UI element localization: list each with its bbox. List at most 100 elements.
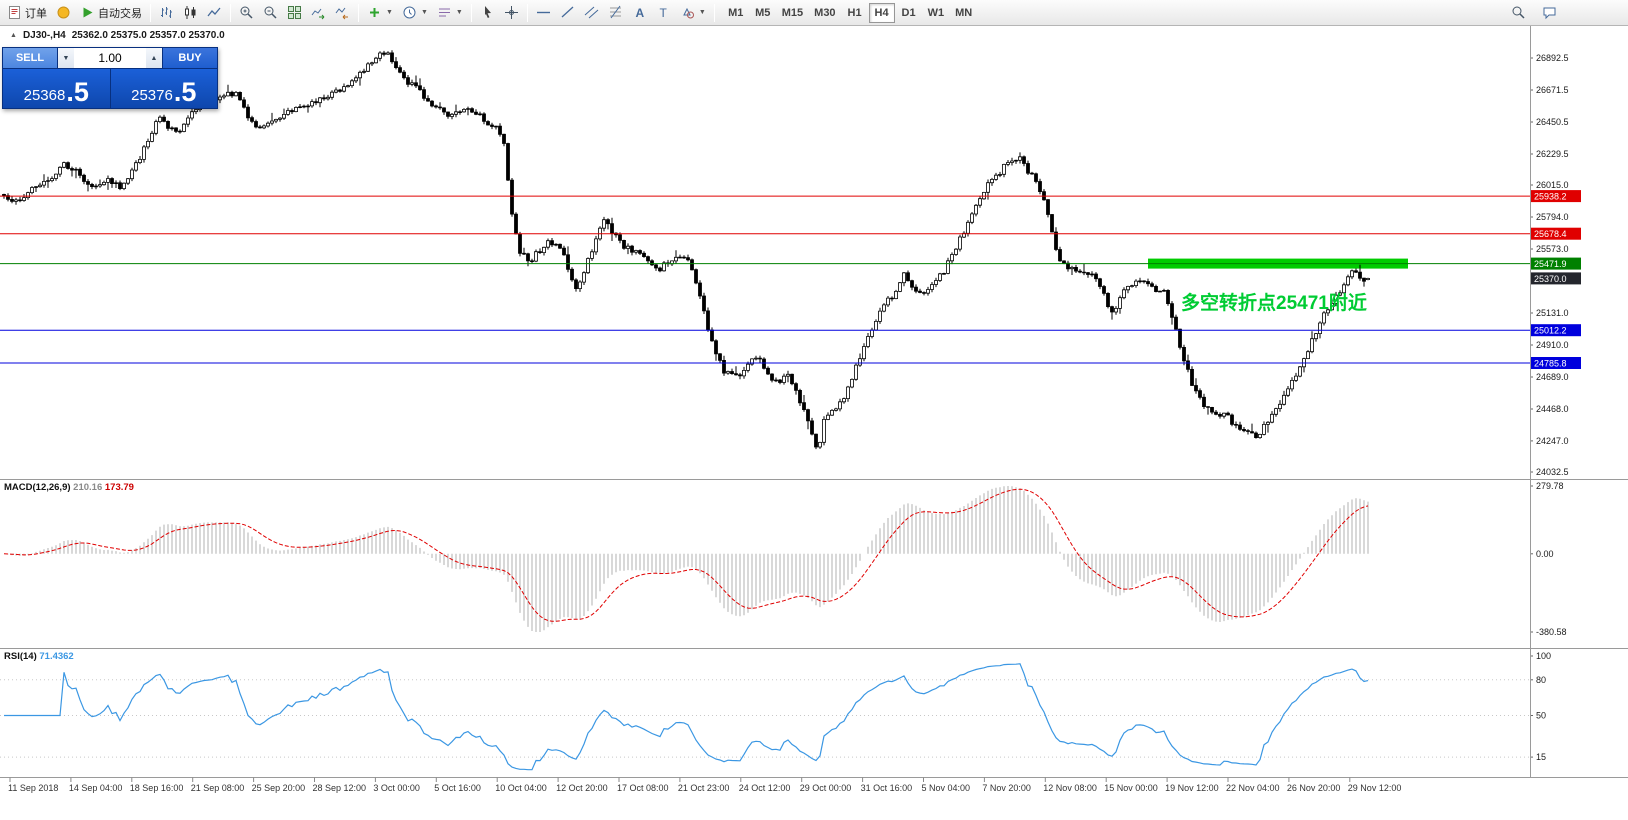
fibonacci-tool-button[interactable]	[604, 2, 627, 24]
timeframe-H4[interactable]: H4	[868, 2, 895, 23]
time-axis-label: 10 Oct 04:00	[495, 783, 547, 793]
text-tool-button[interactable]: A	[628, 2, 651, 24]
channel-tool-button[interactable]	[580, 2, 603, 24]
toolbar-separator	[150, 3, 151, 22]
timeframe-M15[interactable]: M15	[777, 3, 808, 23]
time-axis-label: 12 Oct 20:00	[556, 783, 608, 793]
line-chart-button[interactable]	[203, 2, 226, 24]
cursor-button[interactable]	[476, 2, 499, 24]
tile-windows-icon	[288, 6, 301, 19]
price-badge-label: 24785.8	[1534, 359, 1567, 369]
time-axis-label: 28 Sep 12:00	[313, 783, 367, 793]
auto-scroll-icon	[311, 8, 325, 20]
buy-button[interactable]: BUY	[162, 48, 217, 68]
price-level-badge	[1531, 357, 1581, 369]
periods-button[interactable]: ▼	[398, 2, 432, 24]
shapes-icon	[683, 7, 694, 19]
time-axis-label: 14 Sep 04:00	[69, 783, 123, 793]
trendline-tool-button[interactable]	[556, 2, 579, 24]
rsi-header: RSI(14) 71.4362	[4, 651, 74, 662]
time-axis-label: 21 Oct 23:00	[678, 783, 730, 793]
price-tick-label: 24247.0	[1536, 436, 1569, 446]
time-axis-label: 24 Oct 12:00	[739, 783, 791, 793]
search-button[interactable]	[1507, 2, 1530, 24]
indicators-button[interactable]: ▼	[363, 2, 397, 24]
shapes-dropdown-caret: ▼	[698, 9, 706, 16]
templates-icon	[438, 8, 450, 17]
chart-annotations[interactable]: 多空转折点25471附近	[1181, 291, 1367, 314]
label-tool-button[interactable]: T	[652, 2, 675, 24]
volume-input[interactable]	[74, 48, 146, 68]
chat-bubble-icon	[1543, 7, 1556, 20]
label-tool-icon: T	[659, 6, 667, 20]
timeframe-MN[interactable]: MN	[950, 3, 977, 23]
price-tick-label: 24689.0	[1536, 372, 1569, 382]
macd-panel	[3, 486, 1369, 632]
candlestick-chart-button[interactable]	[179, 2, 202, 24]
new-order-icon	[9, 6, 20, 19]
annotation-text[interactable]: 多空转折点25471附近	[1181, 291, 1367, 314]
horizontal-line-icon	[536, 11, 550, 14]
timeframe-W1[interactable]: W1	[923, 3, 950, 23]
chart-shift-button[interactable]	[331, 2, 354, 24]
mql-community-button[interactable]	[52, 2, 75, 24]
sell-button[interactable]: SELL	[3, 48, 58, 68]
price-tick-label: 26892.5	[1536, 53, 1569, 63]
price-tick-label: 26229.5	[1536, 149, 1569, 159]
candlestick-chart-icon	[185, 6, 196, 19]
bar-chart-button[interactable]	[155, 2, 178, 24]
time-axis-label: 31 Oct 16:00	[861, 783, 913, 793]
zoom-out-button[interactable]	[259, 2, 282, 24]
volume-decrease-button[interactable]: ▼	[58, 48, 74, 68]
candles-bullish	[14, 52, 1370, 448]
toolbar-separator	[470, 3, 472, 22]
chart-canvas[interactable]: 多空转折点25471附近 26892.5 26671.5 26450.5 26229.5…	[0, 26, 1628, 820]
mql-community-icon	[57, 6, 70, 19]
timeframe-M1[interactable]: M1	[723, 3, 749, 23]
templates-dropdown-caret: ▼	[455, 9, 463, 16]
tile-windows-button[interactable]	[283, 2, 306, 24]
timeframe-D1[interactable]: D1	[896, 3, 922, 23]
svg-text:A: A	[635, 6, 644, 20]
horizontal-levels[interactable]	[0, 195, 1530, 364]
zoom-out-icon	[264, 6, 277, 19]
trendline-icon	[561, 6, 574, 18]
crosshair-button[interactable]	[500, 2, 523, 24]
autotrading-button[interactable]: 自动交易	[76, 2, 146, 24]
price-tick-label: 25573.0	[1536, 244, 1569, 254]
macd-histogram	[7, 486, 1369, 632]
horizontal-line-tool-button[interactable]	[532, 2, 555, 24]
time-axis-label: 5 Nov 04:00	[922, 783, 971, 793]
sell-price-display[interactable]: 25368 .5	[3, 69, 111, 108]
templates-button[interactable]: ▼	[433, 2, 467, 24]
buy-price-display[interactable]: 25376 .5	[111, 69, 218, 108]
volume-increase-button[interactable]: ▲	[146, 48, 162, 68]
svg-text:T: T	[659, 6, 667, 20]
shapes-tool-button[interactable]: ▼	[676, 2, 710, 24]
macd-tick-label: 0.00	[1536, 549, 1554, 559]
clock-icon	[403, 6, 416, 19]
search-icon	[1512, 6, 1525, 19]
timeframe-M5[interactable]: M5	[750, 3, 776, 23]
ohlc-values: 25362.0 25375.0 25357.0 25370.0	[71, 30, 225, 41]
time-axis-label: 21 Sep 08:00	[191, 783, 245, 793]
timeframe-M30[interactable]: M30	[809, 3, 840, 23]
line-chart-icon	[207, 7, 221, 17]
toolbar-separator	[358, 3, 359, 22]
price-level-badge	[1531, 227, 1581, 240]
price-tick-label: 25794.0	[1536, 212, 1569, 222]
new-order-button[interactable]: 订单	[3, 2, 51, 24]
price-tick-label: 26450.5	[1536, 117, 1569, 127]
autotrading-play-icon	[83, 7, 93, 18]
one-click-trading-panel: SELL ▼ ▲ BUY 25368 .5 25376 .5	[2, 47, 218, 109]
zoom-in-button[interactable]	[235, 2, 258, 24]
price-tick-label: 26015.0	[1536, 180, 1569, 190]
symbol-period-label: DJ30-,H4	[22, 30, 66, 41]
candlesticks[interactable]	[2, 50, 1370, 450]
sell-price-main: 25368	[23, 86, 66, 104]
community-chat-button[interactable]	[1538, 2, 1561, 24]
candle-wicks	[3, 50, 1369, 450]
auto-scroll-button[interactable]	[307, 2, 330, 24]
timeframe-H1[interactable]: H1	[842, 3, 868, 23]
panel-separators	[0, 26, 1628, 778]
